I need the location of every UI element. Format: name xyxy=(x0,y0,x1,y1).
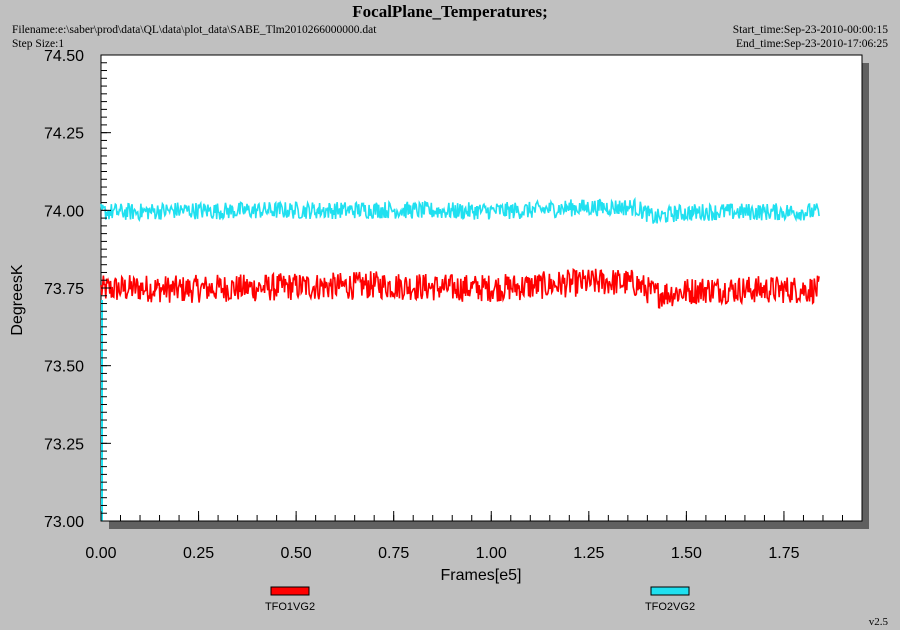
y-tick-label: 73.25 xyxy=(44,436,84,453)
version-label: v2.5 xyxy=(868,616,888,628)
series-layer xyxy=(100,196,820,521)
start-time-label: Start_time:Sep-23-2010-00:00:15 xyxy=(732,24,888,36)
step-size-label: Step Size:1 xyxy=(12,38,65,50)
legend: TFO1VG2 TFO2VG2 xyxy=(265,586,695,613)
legend-swatch xyxy=(650,586,690,596)
chart-title: FocalPlane_Temperatures; xyxy=(352,2,548,21)
x-tick-label: 0.75 xyxy=(378,545,409,562)
legend-label: TFO2VG2 xyxy=(645,601,695,613)
x-tick-label: 0.00 xyxy=(85,545,116,562)
legend-swatch xyxy=(270,586,310,596)
y-tick-label: 74.50 xyxy=(44,48,84,65)
series-line-tfo2vg2 xyxy=(100,196,820,224)
y-tick-label: 73.00 xyxy=(44,514,84,531)
y-tick-label: 73.75 xyxy=(44,281,84,298)
series-tfo1vg2 xyxy=(100,267,820,309)
series-tfo2vg2 xyxy=(100,196,820,224)
y-axis-label: DegreesK xyxy=(9,264,26,335)
x-tick-label: 1.75 xyxy=(768,545,799,562)
filename-label: Filename:e:\saber\prod\data\QL\data\plot… xyxy=(12,24,377,36)
tick-layer: 73.00 73.25 73.50 73.75 74.00 74.25 74.50 0.00 0… xyxy=(44,48,863,562)
x-tick-label: 1.50 xyxy=(671,545,702,562)
end-time-label: End_time:Sep-23-2010-17:06:25 xyxy=(735,38,888,50)
x-tick-label: 1.25 xyxy=(573,545,604,562)
x-tick-label: 0.50 xyxy=(281,545,312,562)
x-tick-label: 1.00 xyxy=(476,545,507,562)
y-tick-label: 74.00 xyxy=(44,203,84,220)
x-axis-label: Frames[e5] xyxy=(441,567,522,584)
y-tick-label: 73.50 xyxy=(44,359,84,376)
y-tick-label: 74.25 xyxy=(44,126,84,143)
series-line-tfo1vg2 xyxy=(100,267,820,309)
x-tick-label: 0.25 xyxy=(183,545,214,562)
legend-label: TFO1VG2 xyxy=(265,601,315,613)
